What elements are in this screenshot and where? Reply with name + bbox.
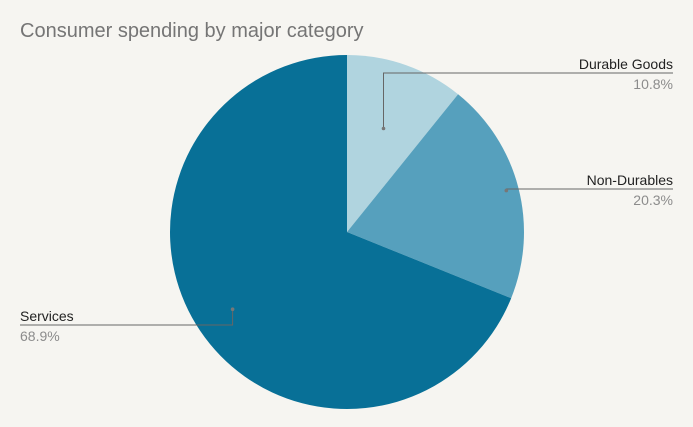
pie-slice-non-durables[interactable] [347, 94, 525, 299]
leader-dot [230, 307, 235, 312]
slice-label: Services [20, 308, 74, 324]
slice-value-label: 68.9% [20, 328, 60, 344]
slice-label: Durable Goods [579, 56, 673, 72]
slice-label: Non-Durables [587, 172, 673, 188]
slice-value-label: 20.3% [633, 192, 673, 208]
pie-slices [170, 55, 525, 410]
leader-dot [504, 188, 509, 193]
pie-slice-services[interactable] [170, 55, 512, 410]
slice-value-label: 10.8% [633, 76, 673, 92]
leader-line [505, 188, 673, 191]
pie-slice-durable-goods[interactable] [347, 55, 459, 232]
pie-labels: Durable Goods 10.8% Non-Durables 20.3% Servi… [20, 56, 673, 344]
leader-line [383, 72, 673, 129]
leader-dot [381, 126, 386, 131]
chart-title: Consumer spending by major category [20, 20, 364, 42]
leader-line [20, 309, 234, 326]
